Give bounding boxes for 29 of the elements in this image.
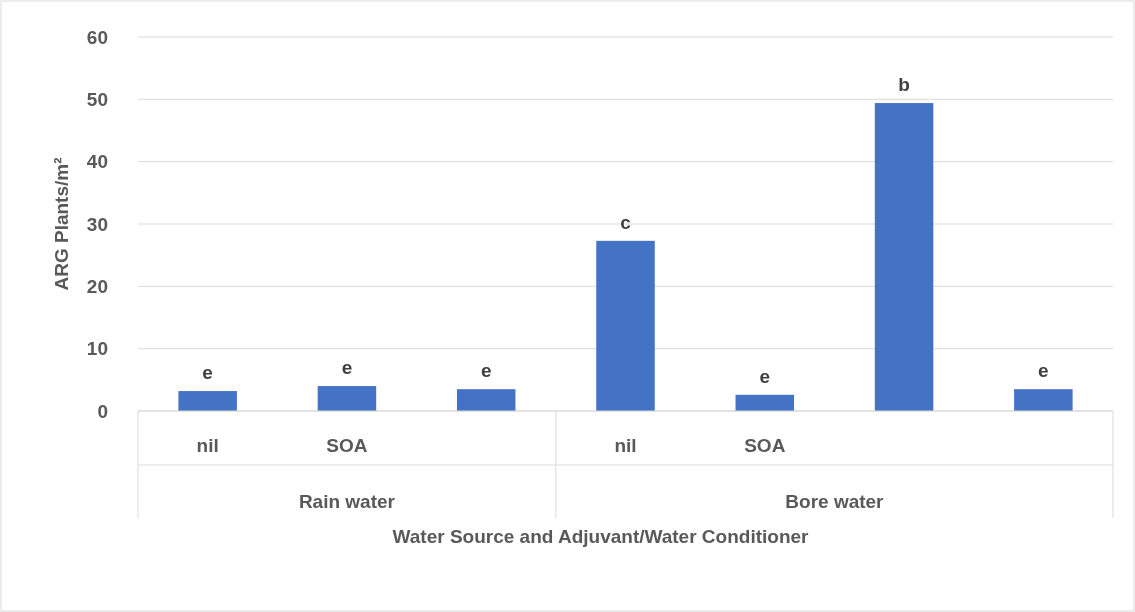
y-tick-label: 20	[86, 275, 108, 297]
bar	[317, 386, 377, 411]
bar	[735, 394, 795, 411]
bar	[178, 391, 237, 411]
text: Rain water	[298, 491, 396, 512]
text: Bore water	[785, 491, 885, 512]
x-tick-label: nil	[196, 435, 219, 457]
data-label: c	[620, 211, 632, 233]
y-axis-title: ARG Plants/m²	[51, 157, 72, 291]
y-tick-label: 0	[97, 400, 108, 422]
bar	[596, 240, 655, 411]
y-tick-label: 10	[86, 338, 108, 360]
y-tick-label: 60	[86, 26, 108, 48]
data-label: e	[1038, 360, 1049, 382]
y-tick-label: 40	[86, 151, 108, 173]
x-tick-label: SOA	[744, 435, 786, 457]
bar	[874, 103, 934, 411]
bar	[1014, 389, 1073, 411]
data-label: e	[759, 365, 771, 387]
bar	[456, 389, 516, 411]
x-tick-label: nil	[614, 435, 637, 457]
x-tick-label: SOA	[326, 435, 368, 457]
data-label: e	[202, 362, 213, 384]
data-label: e	[341, 357, 353, 379]
y-tick-label: 50	[86, 88, 108, 110]
data-label: b	[898, 74, 910, 96]
y-tick-label: 30	[86, 213, 108, 235]
data-label: e	[480, 360, 492, 382]
x-axis-title: Water Source and Adjuvant/Water Conditioner	[392, 526, 810, 547]
